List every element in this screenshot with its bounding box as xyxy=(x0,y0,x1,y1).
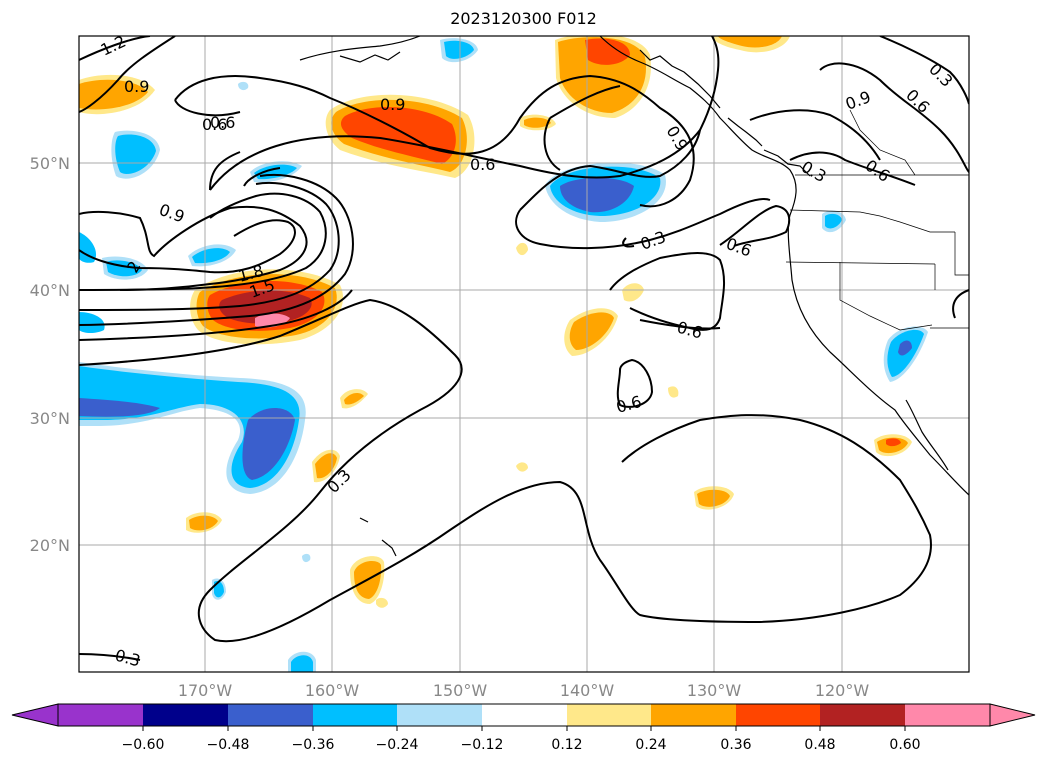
colorbar-tick-label: −0.12 xyxy=(461,737,504,753)
contour-label: 0.9 xyxy=(380,95,405,114)
lon-label: 160°W xyxy=(305,681,360,700)
lon-label: 130°W xyxy=(687,681,742,700)
colorbar-extend-low xyxy=(11,703,59,727)
contour-lines xyxy=(79,36,969,661)
colorbar-segment xyxy=(482,704,567,726)
colorbar-segment xyxy=(651,704,736,726)
colorbar-segment xyxy=(567,704,651,726)
lat-label: 50°N xyxy=(30,154,70,173)
lon-label: 120°W xyxy=(815,681,870,700)
map-title: 2023120300 F012 xyxy=(450,9,597,28)
colorbar-segment xyxy=(397,704,482,726)
lat-label: 20°N xyxy=(30,536,70,555)
negative-anomaly-fields xyxy=(79,38,928,672)
contour-label: 0.6 xyxy=(210,113,235,132)
colorbar-tick-label: −0.60 xyxy=(122,737,165,753)
lat-label: 40°N xyxy=(30,281,70,300)
political-borders xyxy=(785,109,969,331)
longitude-labels: 170°W 160°W 150°W 140°W 130°W 120°W xyxy=(178,681,870,700)
colorbar-segment xyxy=(313,704,397,726)
contour-label: 0.6 xyxy=(470,155,495,174)
lon-label: 140°W xyxy=(560,681,615,700)
contour-label: 0.6 xyxy=(202,115,227,134)
colorbar-tick-label: 0.36 xyxy=(720,737,751,753)
graticule xyxy=(79,36,969,672)
colorbar-tick-label: 0.12 xyxy=(551,737,582,753)
lon-label: 170°W xyxy=(178,681,233,700)
colorbar-tick-label: −0.48 xyxy=(207,737,250,753)
map-frame xyxy=(78,35,970,673)
colorbar-segment xyxy=(905,704,990,726)
colorbar-tick-label: −0.24 xyxy=(376,737,419,753)
colorbar-tick-label: −0.36 xyxy=(292,737,335,753)
colorbar-segment xyxy=(820,704,905,726)
map-plot-area: 1.2 0.9 0.9 0.9 0.6 0.6 0.9 0.3 0.3 0.6 … xyxy=(79,36,969,672)
colorbar: −0.60 −0.48 −0.36 −0.24 −0.12 0.12 0.24 … xyxy=(11,703,1036,753)
colorbar-extend-high xyxy=(989,703,1036,727)
lon-label: 150°W xyxy=(433,681,488,700)
colorbar-segment xyxy=(736,704,820,726)
colorbar-segment xyxy=(58,704,143,726)
latitude-labels: 50°N 40°N 30°N 20°N xyxy=(30,154,70,555)
colorbar-segment xyxy=(143,704,228,726)
colorbar-tick-label: 0.48 xyxy=(804,737,835,753)
colorbar-tick-label: 0.60 xyxy=(889,737,920,753)
colorbar-tick-label: 0.24 xyxy=(635,737,666,753)
contour-label: 0.9 xyxy=(124,77,149,96)
colorbar-segment xyxy=(228,704,313,726)
lat-label: 30°N xyxy=(30,409,70,428)
coastlines xyxy=(299,36,969,557)
